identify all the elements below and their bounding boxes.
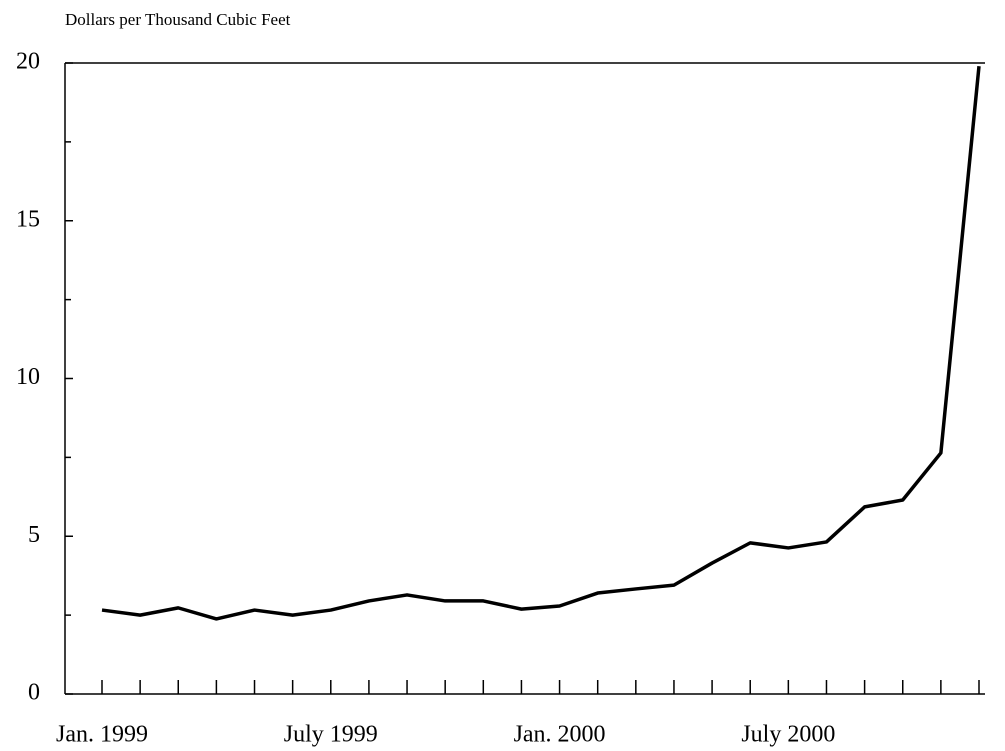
y-tick-label: 20 — [16, 49, 40, 75]
x-tick-label: July 1999 — [284, 722, 378, 748]
y-tick-label: 10 — [16, 364, 40, 390]
chart-title: Dollars per Thousand Cubic Feet — [65, 10, 291, 29]
y-tick-label: 5 — [28, 522, 40, 548]
y-tick-label: 0 — [28, 680, 40, 706]
data-line — [101, 65, 981, 621]
y-tick-label: 15 — [16, 206, 40, 232]
x-tick-label: Jan. 2000 — [514, 722, 606, 748]
x-tick-label: July 2000 — [741, 722, 835, 748]
x-tick-label: Jan. 1999 — [56, 722, 148, 748]
